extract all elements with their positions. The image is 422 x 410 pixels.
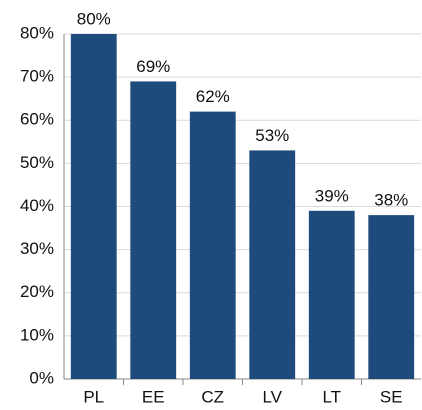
value-label: 53% <box>255 126 289 145</box>
x-tick-label: EE <box>142 387 165 406</box>
bar <box>308 210 355 379</box>
y-tick-label: 70% <box>20 67 54 86</box>
y-tick-label: 20% <box>20 282 54 301</box>
value-label: 39% <box>315 186 349 205</box>
x-tick-label: SE <box>380 387 403 406</box>
value-label: 62% <box>196 87 230 106</box>
bar <box>189 111 236 379</box>
x-tick-label: PL <box>83 387 104 406</box>
y-tick-label: 40% <box>20 196 54 215</box>
value-label: 38% <box>374 191 408 210</box>
y-tick-label: 30% <box>20 239 54 258</box>
y-tick-label: 80% <box>20 23 54 42</box>
value-label: 69% <box>136 57 170 76</box>
y-tick-label: 60% <box>20 110 54 129</box>
value-label: 80% <box>77 9 111 28</box>
y-tick-label: 10% <box>20 325 54 344</box>
bar <box>130 81 177 379</box>
x-tick-label: LV <box>262 387 282 406</box>
bar <box>368 215 415 379</box>
x-tick-label: LT <box>322 387 341 406</box>
bar <box>249 150 296 379</box>
y-tick-label: 0% <box>29 368 54 387</box>
bar <box>70 34 117 379</box>
x-tick-label: CZ <box>201 387 224 406</box>
y-tick-label: 50% <box>20 153 54 172</box>
